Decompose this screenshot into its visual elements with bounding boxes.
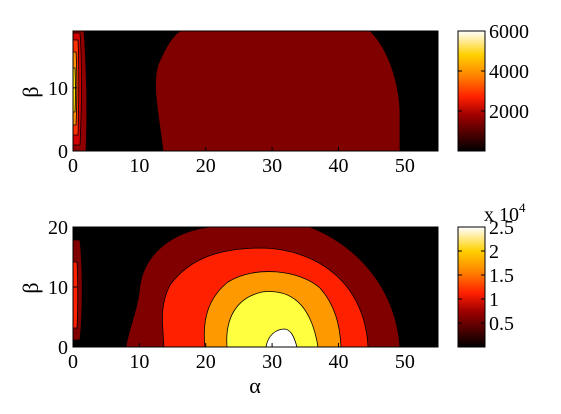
bottom-colorbar-tick-label: 0.5 (489, 313, 514, 335)
bottom-colorbar-multiplier-base: x 10 (484, 204, 519, 226)
top-ylabel: β (18, 86, 43, 97)
bottom-y-ticks: 0 10 20 (48, 217, 77, 359)
top-colorbar-tick-label: 6000 (489, 21, 529, 43)
top-colorbar-tick-label: 4000 (489, 61, 529, 83)
bottom-plot: 0 10 20 30 40 50 0 10 20 β α 0.511.522.5 x 104 (18, 200, 526, 398)
top-edge-level-5 (73, 67, 76, 113)
top-colorbar-tick-label: 2000 (489, 101, 529, 123)
bottom-x-tick-label: 0 (68, 351, 78, 373)
bottom-x-tick-label: 40 (328, 351, 348, 373)
top-y-tick-label: 0 (58, 141, 68, 163)
top-x-tick-label: 0 (68, 155, 78, 177)
bottom-y-tick-label: 20 (48, 217, 68, 239)
bottom-colorbar-gradient (457, 226, 486, 348)
bottom-colorbar: 0.511.522.5 x 104 (457, 200, 526, 348)
bottom-ylabel: β (18, 282, 43, 293)
bottom-x-tick-label: 10 (129, 351, 149, 373)
top-colorbar-ticks: 2000 4000 6000 (458, 21, 529, 123)
bottom-colorbar-multiplier-exponent: 4 (519, 200, 526, 215)
bottom-y-tick-label: 0 (58, 337, 68, 359)
top-colorbar: 2000 4000 6000 (457, 21, 529, 152)
top-plateau-region (155, 31, 401, 151)
bottom-colorbar-ticks: 0.511.522.5 (458, 217, 514, 335)
top-y-ticks: 0 10 (48, 78, 77, 163)
bottom-colorbar-tick-label: 1.5 (489, 265, 514, 287)
top-x-tick-label: 20 (196, 155, 216, 177)
bottom-colorbar-tick-label: 1 (489, 289, 499, 311)
bottom-y-tick-label: 10 (48, 277, 68, 299)
top-plot: 0 10 20 30 40 50 0 10 β 2000 4000 6000 (18, 21, 529, 177)
top-x-tick-label: 50 (395, 155, 415, 177)
top-x-tick-label: 40 (328, 155, 348, 177)
top-y-tick-label: 10 (48, 78, 68, 100)
bottom-x-tick-label: 30 (262, 351, 282, 373)
bottom-colorbar-tick-label: 2 (489, 241, 499, 263)
bottom-contour-field (73, 227, 438, 347)
bottom-colorbar-multiplier: x 104 (484, 200, 526, 226)
top-x-tick-label: 10 (129, 155, 149, 177)
bottom-xlabel: α (249, 373, 261, 398)
bottom-edge-level-2 (73, 261, 79, 329)
bottom-level-4 (226, 291, 319, 347)
top-x-tick-label: 30 (262, 155, 282, 177)
top-axes-frame (72, 30, 439, 152)
bottom-x-tick-label: 50 (395, 351, 415, 373)
top-x-ticks: 0 10 20 30 40 50 (68, 147, 415, 177)
top-colorbar-gradient (457, 30, 486, 152)
bottom-colorbar-tick-label: 2.5 (489, 217, 514, 239)
bottom-level-5 (265, 328, 298, 347)
bottom-x-ticks: 0 10 20 30 40 50 (68, 343, 415, 373)
top-contour-field (73, 31, 438, 151)
bottom-x-tick-label: 20 (196, 351, 216, 373)
